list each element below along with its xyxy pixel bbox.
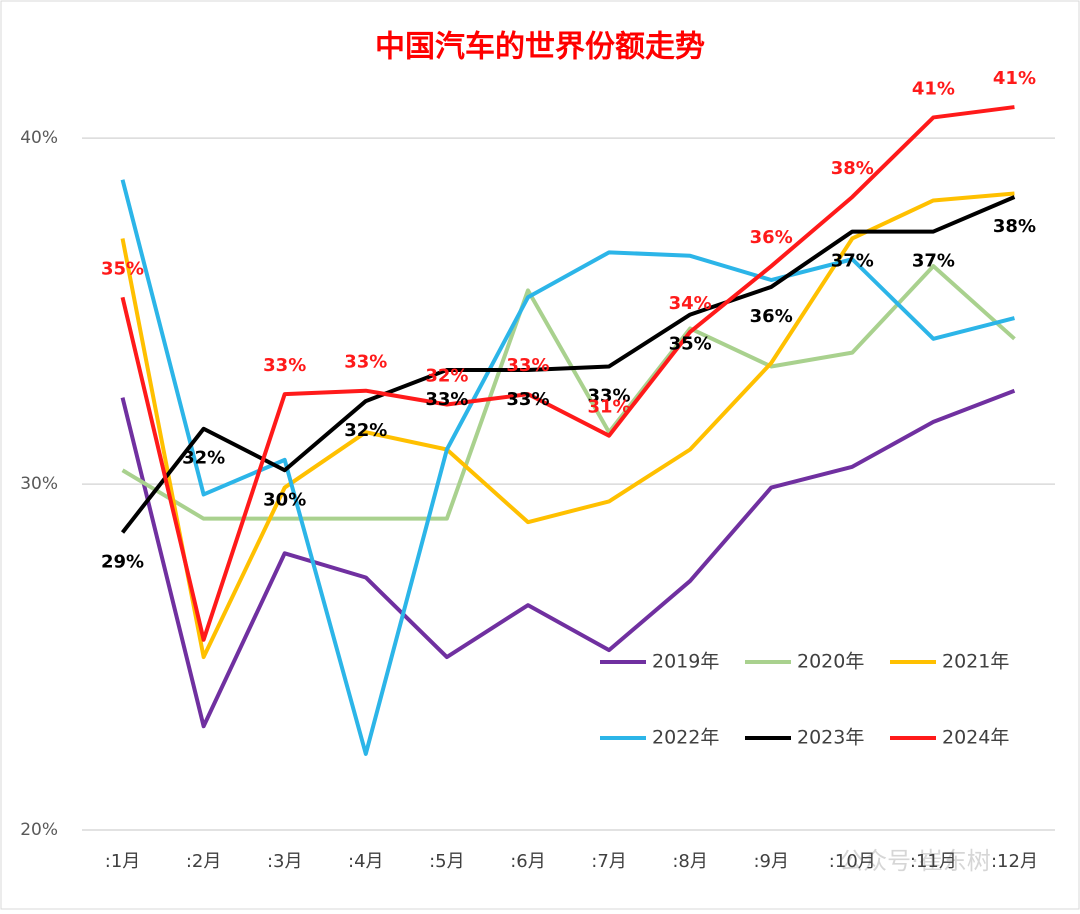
- x-tick-label: :2月: [186, 851, 222, 872]
- x-tick-label: :7月: [591, 851, 627, 872]
- data-label: 38%: [993, 216, 1036, 237]
- x-tick-label: :11月: [910, 851, 957, 872]
- data-label: 33%: [506, 389, 549, 410]
- x-tick-label: :8月: [672, 851, 708, 872]
- series-line: [120, 179, 1015, 756]
- x-tick-label: :10月: [829, 851, 876, 872]
- x-tick-label: :1月: [105, 851, 141, 872]
- data-label: 37%: [912, 251, 955, 272]
- data-label: 32%: [344, 420, 387, 441]
- data-label: 35%: [669, 334, 712, 355]
- data-label: 34%: [669, 293, 712, 314]
- series-line: [120, 388, 1016, 729]
- series-line: [120, 195, 1016, 534]
- legend-label: 2022年: [652, 727, 719, 749]
- data-label: 33%: [506, 355, 549, 376]
- y-tick-label: 20%: [20, 820, 58, 840]
- data-label: 33%: [425, 389, 468, 410]
- x-tick-label: :12月: [991, 851, 1038, 872]
- x-tick-label: :4月: [348, 851, 384, 872]
- watermark: 公众号·崔东树: [839, 847, 991, 875]
- data-label: 35%: [101, 258, 144, 279]
- data-label: 31%: [587, 397, 630, 418]
- x-tick-label: :9月: [753, 851, 789, 872]
- data-label: 36%: [750, 227, 793, 248]
- x-tick-label: :5月: [429, 851, 465, 872]
- data-label: 41%: [993, 68, 1036, 89]
- x-tick-label: :6月: [510, 851, 546, 872]
- data-label: 33%: [263, 355, 306, 376]
- data-label: 30%: [263, 489, 306, 510]
- data-label: 33%: [344, 352, 387, 373]
- data-label: 38%: [831, 158, 874, 179]
- data-label: 32%: [182, 448, 225, 469]
- data-label: 29%: [101, 552, 144, 573]
- legend-label: 2024年: [942, 727, 1009, 749]
- data-label: 41%: [912, 78, 955, 99]
- legend-label: 2023年: [797, 727, 864, 749]
- x-tick-label: :3月: [267, 851, 303, 872]
- data-label: 33%: [587, 385, 630, 406]
- y-tick-label: 30%: [20, 474, 58, 494]
- series-line: [120, 105, 1015, 642]
- legend-label: 2019年: [652, 651, 719, 673]
- legend-label: 2021年: [942, 651, 1009, 673]
- legend-label: 2020年: [797, 651, 864, 673]
- y-tick-label: 40%: [20, 128, 58, 148]
- data-label: 32%: [425, 366, 468, 387]
- data-label: 36%: [750, 306, 793, 327]
- data-label: 37%: [831, 251, 874, 272]
- chart-title: 中国汽车的世界份额走势: [375, 30, 705, 65]
